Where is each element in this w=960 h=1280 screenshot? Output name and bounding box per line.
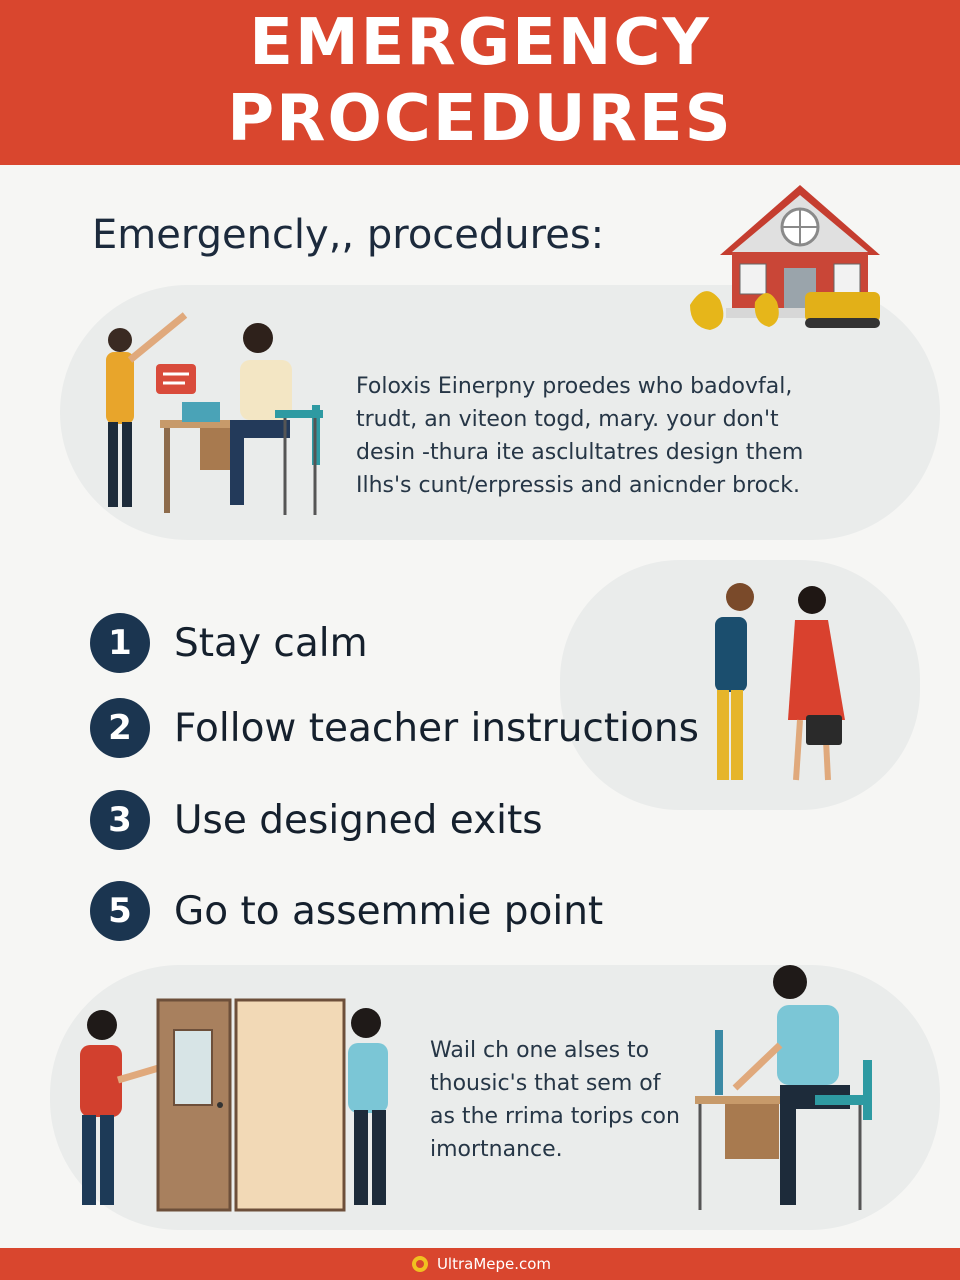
step-1: 1 Stay calm [90,612,368,674]
door-exit-illustration [80,998,388,1212]
step-2: 2 Follow teacher instructions [90,697,699,759]
title-line-1: EMERGENCY [249,6,711,80]
handbag-icon [806,715,842,745]
step-label: Follow teacher instructions [174,705,699,751]
footer-brand[interactable]: UltraMepe.com [436,1255,552,1273]
step-label: Go to assemmie point [174,888,604,934]
footer-bar: UltraMepe.com [0,1248,960,1280]
laptop-icon [715,1030,723,1095]
students-at-desk-illustration [106,312,323,515]
step-number-badge: 5 [90,881,150,941]
boy-at-computer-illustration [695,965,872,1210]
step-label: Stay calm [174,620,368,666]
step-number-badge: 2 [90,698,150,758]
laptop-icon [182,402,220,422]
chat-bubble-icon [156,364,196,394]
intro-heading: Emergencly,, procedures: [92,212,605,258]
step-number-badge: 3 [90,790,150,850]
door-icon [156,998,346,1212]
two-people-illustration [715,583,845,781]
house-icon [690,185,880,330]
step-4: 5 Go to assemmie point [90,880,603,942]
step-number-badge: 1 [90,613,150,673]
intro-paragraph: Foloxis Einerpny proedes who badovfal, t… [356,374,804,498]
title-line-2: PROCEDURES [227,82,733,156]
step-3: 3 Use designed exits [90,789,543,851]
header-banner: EMERGENCY PROCEDURES [0,0,960,165]
step-label: Use designed exits [174,797,543,843]
outro-paragraph: Wail ch one alses to thousic's that sem … [430,1038,680,1162]
logo-icon [411,1256,428,1272]
